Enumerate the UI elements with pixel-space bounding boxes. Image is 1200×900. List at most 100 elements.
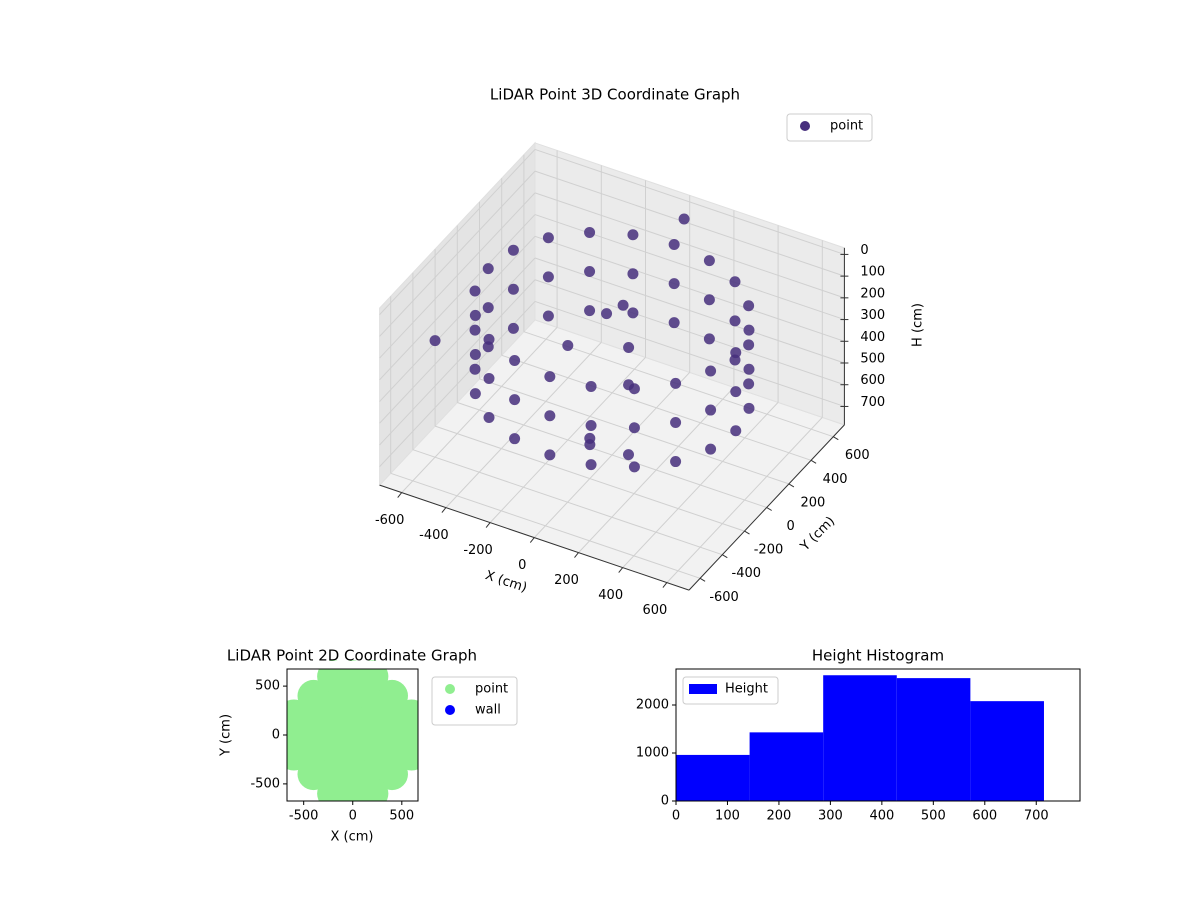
- x-tick-label: 0: [349, 809, 357, 824]
- x-tick-label: -400: [419, 528, 449, 543]
- x-tick-label: 400: [598, 588, 623, 603]
- x-tick: [397, 492, 403, 498]
- chart-title: LiDAR Point 2D Coordinate Graph: [227, 647, 477, 665]
- legend-label: wall: [475, 703, 501, 718]
- point: [743, 363, 755, 375]
- point: [507, 322, 519, 334]
- point: [509, 433, 521, 445]
- y-axis-label: Y (cm): [219, 714, 234, 757]
- point: [469, 285, 481, 297]
- legend-marker: [445, 705, 455, 715]
- axis-line: [379, 484, 690, 591]
- grid-line: [534, 300, 845, 407]
- point: [743, 324, 755, 336]
- y-tick-label: 0: [272, 728, 280, 743]
- point: [584, 226, 596, 238]
- point: [584, 305, 596, 317]
- point: [668, 238, 680, 250]
- point: [703, 333, 715, 345]
- bar: [896, 678, 971, 801]
- point: [703, 255, 715, 267]
- y-tick-label: -200: [754, 543, 784, 558]
- point: [730, 425, 742, 437]
- x-tick-label: 600: [972, 809, 997, 824]
- point: [670, 456, 682, 468]
- y-tick: [722, 554, 728, 559]
- y-tick-label: 0: [787, 519, 795, 534]
- grid-line: [412, 449, 723, 556]
- point: [743, 378, 755, 390]
- bar: [676, 754, 750, 801]
- point: [542, 271, 554, 283]
- axis-line: [688, 424, 845, 591]
- point: [482, 302, 494, 314]
- mask-right: [418, 649, 428, 821]
- legend-label: point: [475, 682, 508, 697]
- point: [730, 347, 742, 359]
- point: [730, 386, 742, 398]
- point: [509, 394, 521, 406]
- x-tick-label: 500: [921, 809, 946, 824]
- grid-line: [534, 235, 845, 342]
- point: [544, 371, 556, 383]
- point: [469, 324, 481, 336]
- plot-frame: [675, 668, 1081, 802]
- legend-label: point: [830, 119, 863, 134]
- grid-line: [434, 425, 745, 532]
- point: [483, 412, 495, 424]
- x-tick-label: 0: [518, 558, 526, 573]
- point: [628, 422, 640, 434]
- x-tick: [529, 537, 535, 543]
- point: [627, 229, 639, 241]
- x-tick-label: 700: [1024, 809, 1049, 824]
- chart-title: Height Histogram: [812, 647, 944, 665]
- point: [562, 340, 574, 352]
- grid-line: [457, 402, 767, 508]
- point: [705, 365, 717, 377]
- point: [743, 300, 755, 312]
- z-tick-label: 200: [860, 286, 885, 301]
- y-tick: [788, 483, 795, 488]
- x-tick: [485, 522, 491, 528]
- x-tick-label: -600: [375, 513, 405, 528]
- y-axis-label: Y (cm): [797, 514, 838, 555]
- point: [670, 416, 682, 428]
- grid-line: [379, 170, 536, 337]
- point: [601, 308, 613, 320]
- x-tick-label: 300: [818, 809, 843, 824]
- point: [703, 294, 715, 306]
- point: [585, 420, 597, 432]
- point: [585, 459, 597, 471]
- y-tick: [766, 507, 772, 511]
- grid-line: [534, 170, 845, 277]
- point: [469, 309, 481, 321]
- z-tick-label: 500: [860, 352, 885, 367]
- x-tick-label: 500: [389, 809, 414, 824]
- x-tick: [574, 552, 579, 558]
- y-tick: [744, 530, 750, 535]
- point: [483, 372, 495, 384]
- legend-label: Height: [725, 682, 768, 697]
- legend-box: [682, 676, 779, 705]
- point: [617, 299, 629, 311]
- point: [627, 307, 639, 319]
- grid-line: [534, 279, 845, 386]
- point: [627, 268, 639, 280]
- bar: [970, 701, 1044, 801]
- point: [544, 410, 556, 422]
- point: [585, 380, 597, 392]
- legend-marker: [800, 121, 810, 131]
- mask-left: [0, 649, 287, 821]
- x-axis-label: X (cm): [331, 830, 374, 845]
- grid-line: [379, 192, 536, 359]
- chart-title: LiDAR Point 3D Coordinate Graph: [490, 86, 740, 104]
- point: [628, 383, 640, 395]
- x-tick-label: -200: [463, 543, 493, 558]
- point: [375, 758, 408, 791]
- y-tick-label: 0: [661, 794, 669, 809]
- x-tick-label: 0: [672, 809, 680, 824]
- x-tick: [662, 582, 668, 588]
- point: [623, 449, 634, 461]
- y-tick: [833, 436, 839, 441]
